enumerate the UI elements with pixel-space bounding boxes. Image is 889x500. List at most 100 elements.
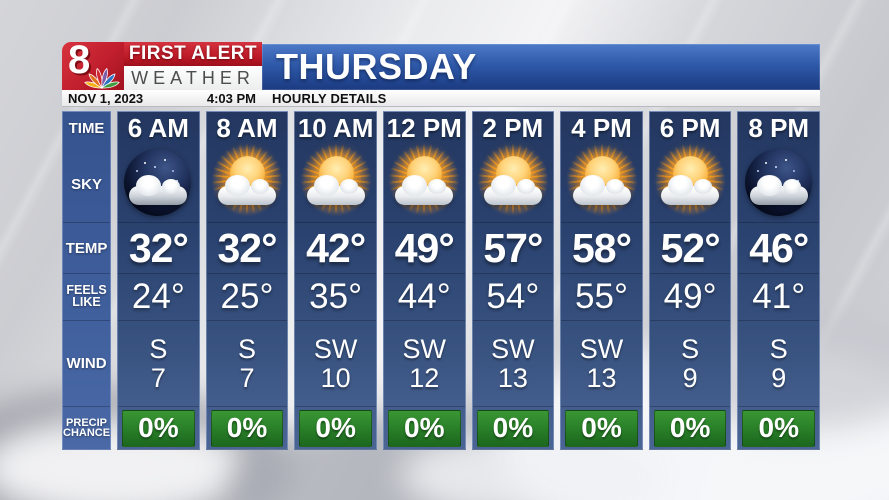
sky-cell <box>738 146 819 223</box>
wind-direction: S <box>681 333 700 364</box>
row-label-feels-line2: LIKE <box>72 294 101 309</box>
feels-like-value: 44° <box>397 276 451 316</box>
hour-column: 2 PM 57° 54° SW 13 0% <box>471 111 555 450</box>
temp-value: 49° <box>394 224 455 271</box>
sun-cloud-icon <box>650 144 730 220</box>
wind-cell: S 9 <box>649 319 731 406</box>
wind-speed: 13 <box>497 362 528 393</box>
precip-cell: 0% <box>472 406 554 449</box>
temp-value: 32° <box>217 224 277 271</box>
temp-value: 42° <box>306 224 366 271</box>
temp-cell: 57° <box>472 222 554 273</box>
precip-cell: 0% <box>206 406 288 449</box>
day-title: THURSDAY <box>276 46 477 87</box>
row-label-feels-line1: FEELS <box>66 283 107 298</box>
hour-column: 12 PM 49° 44° SW 12 0% <box>382 111 466 450</box>
temp-value: 46° <box>749 224 809 271</box>
wind-direction: SW <box>579 333 624 364</box>
wind-cell: SW 13 <box>472 319 554 406</box>
feels-like-value: 24° <box>131 276 185 316</box>
brand-line2: WEATHER <box>131 67 255 88</box>
feels-like-cell: 25° <box>206 273 288 320</box>
time-cell: 6 AM <box>118 112 199 146</box>
sky-cell <box>384 144 465 223</box>
night-cloud-icon <box>118 148 198 220</box>
feels-like-value: 49° <box>663 276 717 316</box>
feels-like-cell: 55° <box>561 273 642 320</box>
precip-value: 0% <box>226 412 268 444</box>
precip-value: 0% <box>404 412 445 444</box>
precip-value: 0% <box>758 412 799 444</box>
precip-value: 0% <box>581 412 622 444</box>
temp-value: 58° <box>571 224 632 271</box>
sun-cloud-icon <box>473 144 553 220</box>
row-label-time: TIME <box>68 120 105 138</box>
precip-chance-badge: 0% <box>742 409 816 447</box>
wind-cell: S 7 <box>206 319 288 406</box>
wind-speed: 12 <box>409 362 440 393</box>
time-cell: 12 PM <box>384 112 465 146</box>
wind-cell: SW 10 <box>295 319 376 406</box>
hour-label: 6 AM <box>127 113 189 144</box>
precip-cell: 0% <box>561 406 642 449</box>
precip-cell: 0% <box>118 406 199 449</box>
wind-direction: SW <box>402 333 447 364</box>
wind-speed: 7 <box>239 362 255 393</box>
sky-cell <box>118 146 199 223</box>
temp-cell: 49° <box>383 222 465 273</box>
row-label-precip-chance: PRECIP CHANCE <box>63 406 111 449</box>
date-text: NOV 1, 2023 <box>68 90 144 106</box>
sky-cell <box>295 144 376 223</box>
hour-column: 8 AM 32° 25° S 7 0% <box>205 111 289 450</box>
hour-label: 8 AM <box>216 113 278 144</box>
row-label-column: TIME SKY TEMP FEELS LIKE WIND PRECIP CHA… <box>62 111 112 450</box>
wind-direction: S <box>769 333 788 364</box>
precip-chance-badge: 0% <box>387 409 461 447</box>
hour-label: 10 AM <box>297 113 374 144</box>
wind-speed: 9 <box>682 362 698 393</box>
precip-chance-badge: 0% <box>210 409 284 447</box>
wind-cell: SW 12 <box>383 319 465 406</box>
wind-cell: S 7 <box>118 319 199 406</box>
temp-cell: 32° <box>206 222 288 273</box>
row-label-precip-line2: CHANCE <box>63 427 111 440</box>
feels-like-cell: 54° <box>472 273 554 320</box>
temp-value: 32° <box>128 224 189 271</box>
nbc-peacock-icon <box>84 67 120 89</box>
feels-like-cell: 41° <box>738 273 820 320</box>
hour-column: 6 AM 32° 24° S 7 0% <box>117 111 200 450</box>
hour-column: 4 PM 58° 55° SW 13 0% <box>560 111 643 450</box>
time-cell: 8 AM <box>207 112 288 146</box>
feels-like-cell: 35° <box>295 273 376 320</box>
wind-speed: 10 <box>320 362 351 393</box>
row-label-feels-like: FEELS LIKE <box>63 273 111 320</box>
wind-speed: 9 <box>771 362 787 393</box>
precip-cell: 0% <box>383 406 465 449</box>
temp-value: 57° <box>483 224 543 271</box>
hour-label: 12 PM <box>386 113 462 144</box>
precip-value: 0% <box>138 412 179 444</box>
night-cloud-icon <box>739 148 819 220</box>
sun-cloud-icon <box>384 144 464 220</box>
temp-cell: 58° <box>561 222 642 273</box>
precip-cell: 0% <box>295 406 376 449</box>
row-label-temp: TEMP <box>63 222 111 273</box>
sky-cell <box>207 144 288 223</box>
sky-cell <box>561 144 642 223</box>
hourly-board: TIME SKY TEMP FEELS LIKE WIND PRECIP CHA… <box>62 111 821 450</box>
temp-cell: 42° <box>295 222 376 273</box>
hour-column: 6 PM 52° 49° S 9 0% <box>648 111 732 450</box>
brand-banner: FIRST ALERT <box>124 42 262 66</box>
feels-like-cell: 44° <box>383 273 465 320</box>
temp-cell: 32° <box>118 222 199 273</box>
temp-cell: 52° <box>649 222 731 273</box>
sun-cloud-icon <box>207 144 287 220</box>
brand-weather-strip: WEATHER <box>124 66 262 90</box>
wind-cell: S 9 <box>738 319 820 406</box>
row-label-wind: WIND <box>63 319 111 406</box>
clock-text: 4:03 PM <box>206 90 256 106</box>
time-cell: 4 PM <box>561 112 642 146</box>
time-cell: 8 PM <box>738 112 819 146</box>
hour-label: 6 PM <box>659 113 721 144</box>
